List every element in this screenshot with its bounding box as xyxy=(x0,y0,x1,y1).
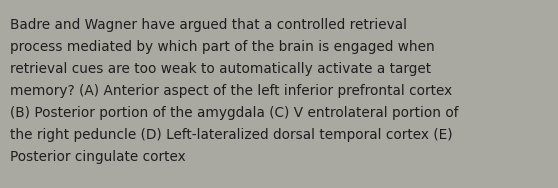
Text: the right peduncle (D) Left-lateralized dorsal temporal cortex (E): the right peduncle (D) Left-lateralized … xyxy=(10,128,453,142)
Text: Posterior cingulate cortex: Posterior cingulate cortex xyxy=(10,150,186,164)
Text: retrieval cues are too weak to automatically activate a target: retrieval cues are too weak to automatic… xyxy=(10,62,431,76)
Text: memory? (A) Anterior aspect of the left inferior prefrontal cortex: memory? (A) Anterior aspect of the left … xyxy=(10,84,452,98)
Text: Badre and Wagner have argued that a controlled retrieval: Badre and Wagner have argued that a cont… xyxy=(10,18,407,32)
Text: process mediated by which part of the brain is engaged when: process mediated by which part of the br… xyxy=(10,40,435,54)
Text: (B) Posterior portion of the amygdala (C) V entrolateral portion of: (B) Posterior portion of the amygdala (C… xyxy=(10,106,459,120)
